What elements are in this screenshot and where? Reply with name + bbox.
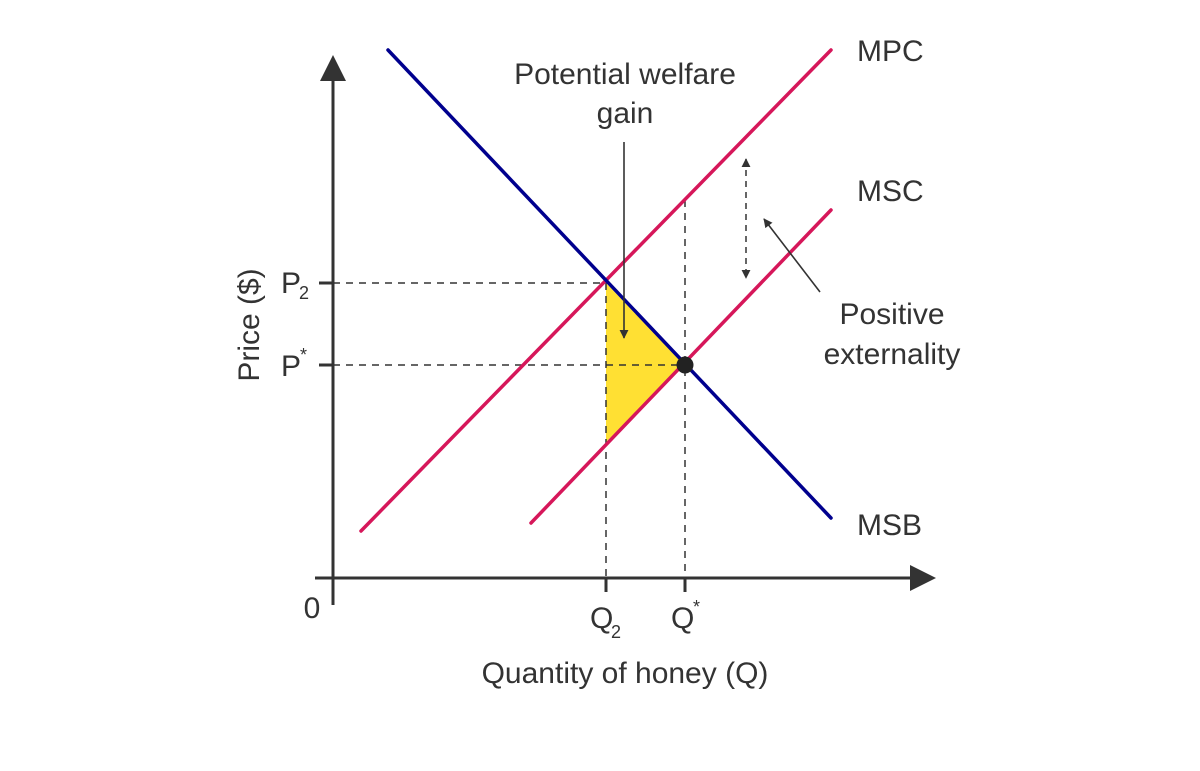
welfare-label-line2: gain <box>597 97 654 130</box>
qstar-label: Q <box>671 602 694 635</box>
mpc-curve <box>359 48 833 533</box>
p2-subscript: 2 <box>299 283 309 303</box>
msb-curve <box>386 48 833 520</box>
p2-label: P <box>281 267 301 300</box>
q2-label: Q <box>590 602 613 635</box>
externality-label-line1: Positive <box>839 298 944 331</box>
mpc-label: MPC <box>857 35 924 68</box>
equilibrium-point <box>676 356 694 374</box>
x-axis-arrow <box>910 565 936 591</box>
pstar-label: P <box>281 350 301 383</box>
origin-label: 0 <box>304 592 321 625</box>
axes <box>315 55 936 605</box>
msc-label: MSC <box>857 175 924 208</box>
qstar-superscript: * <box>693 597 700 617</box>
externality-label-line2: externality <box>824 338 961 371</box>
pstar-superscript: * <box>300 345 307 365</box>
welfare-label-line1: Potential welfare <box>514 58 736 91</box>
welfare-gain-area <box>606 283 685 442</box>
y-axis-arrow <box>320 55 346 81</box>
msb-label: MSB <box>857 509 922 542</box>
q2-subscript: 2 <box>611 622 621 642</box>
y-axis-label: Price ($) <box>233 268 266 381</box>
externality-pointer-arrow <box>763 218 821 293</box>
x-axis-label: Quantity of honey (Q) <box>482 657 769 690</box>
